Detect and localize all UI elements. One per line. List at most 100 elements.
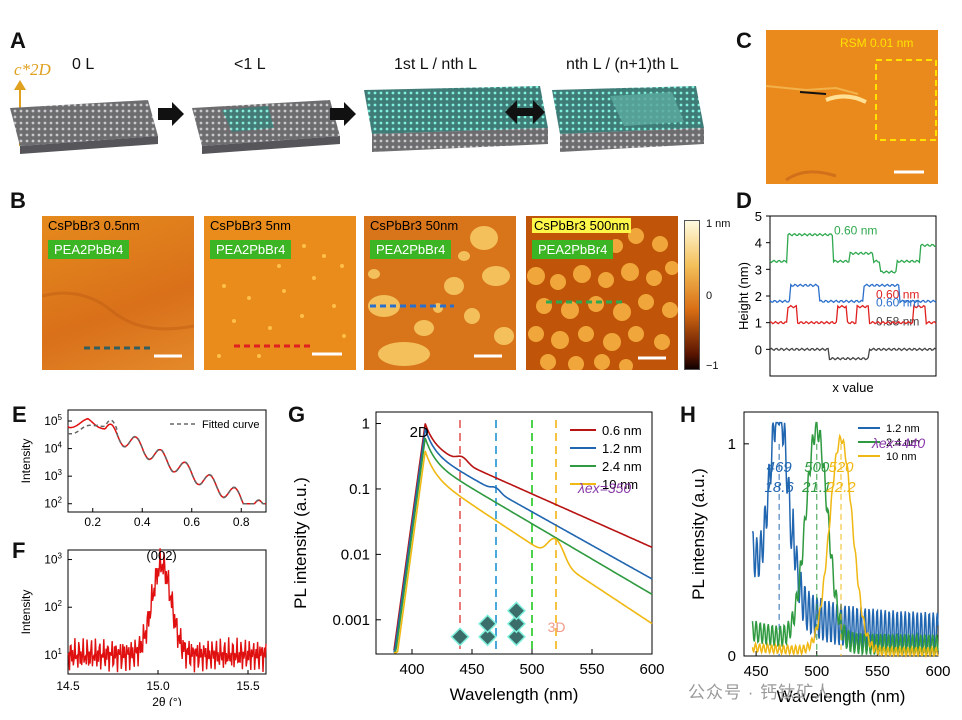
y-tick-label: 2: [755, 289, 762, 304]
crystal-glyph-2-0: [506, 627, 526, 647]
stage-label-3: nth L / (n+1)th L: [566, 56, 679, 73]
panel-label-g: G: [288, 402, 306, 427]
x-tick-label: 500: [519, 661, 544, 678]
x-tick-label: 550: [579, 661, 604, 678]
rsm-label: RSM 0.01 nm: [840, 36, 914, 50]
y-axis-label: PL intensity (a.u.): [689, 468, 708, 600]
y-tick-label: 103: [44, 468, 62, 483]
y-tick-label: 103: [44, 552, 62, 567]
x-tick-label: 15.0: [146, 679, 170, 693]
x-axis-label: Wavelength (nm): [777, 687, 906, 706]
profile-series-2: [769, 282, 937, 304]
pl-series-2: [751, 433, 939, 659]
x-tick-label: 600: [639, 661, 664, 678]
x-tick-label: 450: [744, 663, 769, 680]
peak-fwhm-0: 18.6: [765, 479, 795, 496]
xrd-curve: [67, 548, 267, 673]
watermark: 公众号 · 钙钛矿人: [688, 683, 833, 702]
plot-frame: [375, 411, 653, 655]
profile-annotation-2: 0.60 nm: [876, 296, 919, 310]
arrow-right-1: [158, 102, 184, 126]
arrow-right-2: [330, 102, 356, 126]
peak-annotation: 2D: [410, 424, 429, 441]
y-tick-label: 102: [44, 599, 62, 614]
crystal-glyph-0-0: [450, 627, 470, 647]
crystal-glyph-2-1: [506, 614, 526, 634]
legend-label-3: 10 nm: [602, 477, 638, 492]
colorbar-top-label: 1 nm: [706, 218, 731, 230]
y-tick-label: 0: [755, 342, 762, 357]
legend-label: Fitted curve: [202, 419, 259, 431]
peak-fwhm-1: 21.1: [801, 479, 831, 496]
legend-label-2: 10 nm: [886, 451, 917, 463]
stage-label-0: 0 L: [72, 56, 95, 73]
afm-image-0: CsPbBr3 0.5nm PEA2PbBr4: [42, 216, 194, 370]
y-tick-label: 0.01: [341, 546, 370, 563]
profile-annotation-0: 0.58 nm: [876, 314, 919, 328]
y-tick-label: 101: [44, 647, 62, 662]
afm-caption-1: CsPbBr3 5nm: [210, 218, 291, 233]
profile-series-0: [769, 347, 937, 361]
y-tick-label: 102: [44, 496, 62, 511]
x-axis-label: x value: [832, 380, 873, 394]
chart-e: 0.2 0.4 0.6 0.8 102 103 104 105 ω (°) Intensity Fi…: [19, 409, 267, 530]
crystal-glyph-1-1: [478, 614, 498, 634]
afm-substrate-2: PEA2PbBr4: [370, 240, 452, 259]
crystal-glyph-2-2: [506, 601, 526, 621]
crystal-glyph-1-0: [478, 627, 498, 647]
x-tick-label: 450: [459, 661, 484, 678]
xrr-fitted-curve: [67, 419, 266, 505]
y-tick-label: 105: [44, 413, 62, 428]
afm-caption-0: CsPbBr3 0.5nm: [48, 218, 140, 233]
peak-wavelength-2: 520: [828, 459, 854, 476]
colorbar-mid-label: 0: [706, 290, 713, 302]
stage-label-2: 1st L / nth L: [394, 56, 478, 73]
lattice-slab-3: [552, 86, 704, 152]
lattice-slab-1: [192, 100, 340, 154]
chart-h: 450 500 550 600 0 1 Wavelength (nm) PL intensit…: [689, 411, 951, 706]
profile-annotation-1: 0.60 nm: [876, 288, 919, 302]
x-tick-label: 0.8: [233, 515, 250, 529]
y-axis-label: Intensity: [19, 590, 33, 635]
c2d-axis-label: c*2D: [14, 60, 51, 79]
legend-label-0: 0.6 nm: [602, 423, 642, 438]
x-axis-label: ω (°): [154, 529, 180, 530]
x-tick-label: 0.6: [183, 515, 200, 529]
y-tick-label: 1: [362, 416, 370, 433]
y-axis-label: Height (nm): [736, 262, 751, 330]
profile-series-3: [769, 232, 937, 274]
afm-substrate-0: PEA2PbBr4: [48, 240, 130, 259]
afm-caption-3: CsPbBr3 500nm: [532, 218, 632, 233]
plot-frame: [67, 409, 267, 513]
pl-series-2: [394, 437, 653, 654]
peak-fwhm-2: 22.2: [825, 479, 856, 496]
pl-series-0: [393, 423, 653, 651]
profile-annotation-3: 0.60 nm: [834, 224, 877, 238]
lattice-slab-0: [10, 100, 158, 154]
xrr-data-curve: [67, 417, 266, 505]
arrow-double-3: [505, 100, 545, 124]
y-tick-label: 0.1: [349, 481, 370, 498]
chart-f: 14.5 15.0 15.5 101 102 103 2θ (°) Intensity (002…: [19, 548, 267, 706]
panel-label-c: C: [736, 28, 752, 53]
legend-label-1: 2.4 nm: [886, 437, 920, 449]
pl-series-1: [393, 428, 653, 653]
y-tick-label: 1: [728, 436, 736, 453]
legend-label-1: 1.2 nm: [602, 441, 642, 456]
x-tick-label: 600: [925, 663, 950, 680]
afm-caption-2: CsPbBr3 50nm: [370, 218, 459, 233]
panel-label-f: F: [12, 538, 26, 563]
stage-label-1: <1 L: [234, 56, 266, 73]
x-tick-label: 15.5: [236, 679, 260, 693]
x-tick-label: 500: [804, 663, 829, 680]
panel-label-a: A: [10, 28, 26, 53]
y-tick-label: 4: [755, 236, 762, 251]
peak-wavelength-1: 500: [804, 459, 830, 476]
y-tick-label: 104: [44, 441, 62, 456]
excitation-annotation: λex=350: [577, 480, 631, 496]
plot-frame: [67, 549, 267, 675]
x-tick-label: 550: [865, 663, 890, 680]
x-axis-label: Wavelength (nm): [450, 685, 579, 704]
colorbar-bottom-label: −1: [706, 360, 719, 372]
